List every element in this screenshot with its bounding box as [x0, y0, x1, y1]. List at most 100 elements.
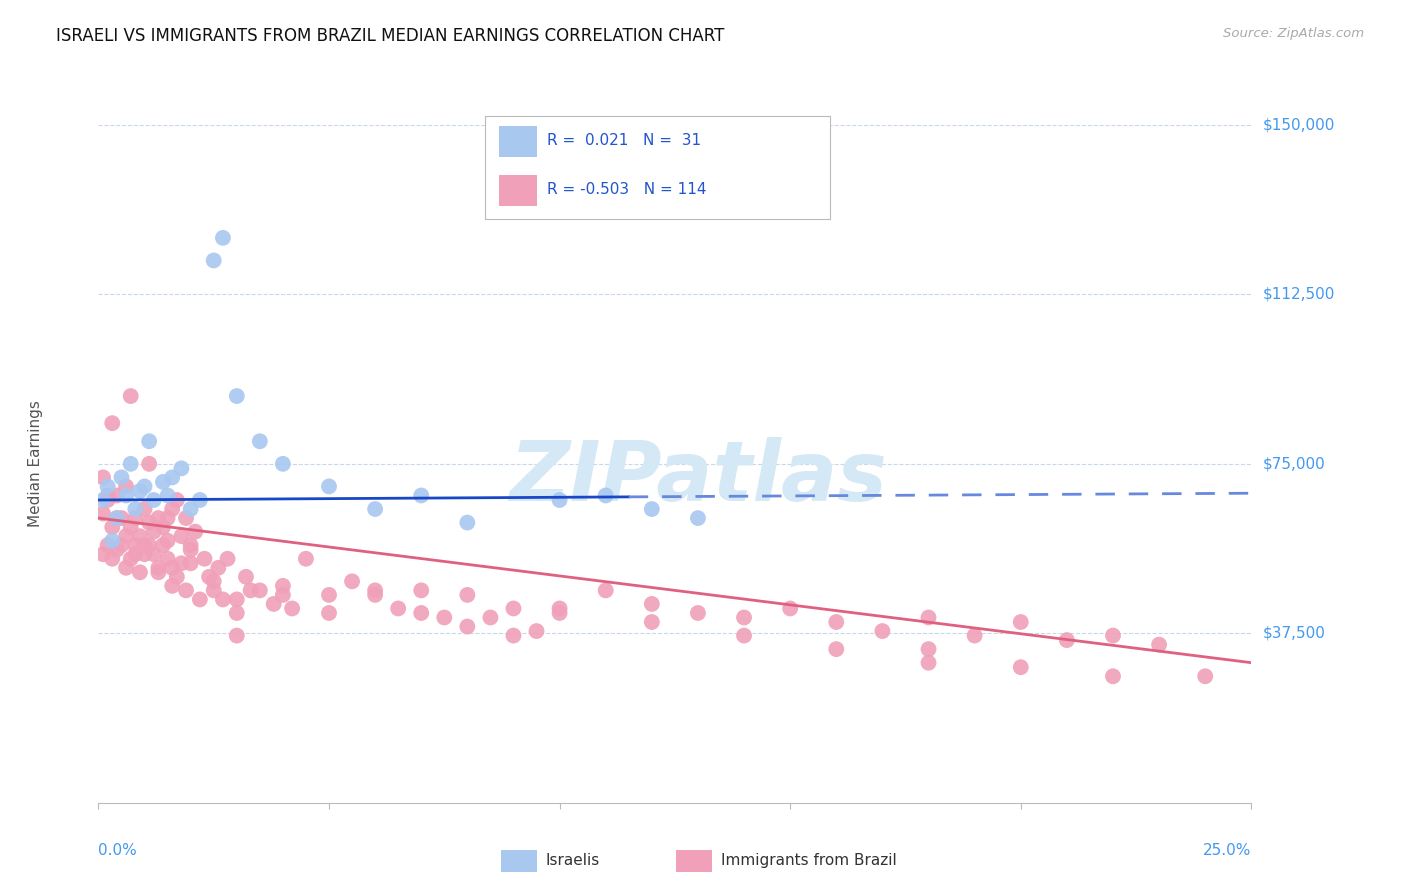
- Text: Median Earnings: Median Earnings: [28, 401, 42, 527]
- Point: [249, 434, 271, 449]
- Point: [180, 542, 202, 557]
- Text: Source: ZipAtlas.com: Source: ZipAtlas.com: [1223, 27, 1364, 40]
- Point: [138, 516, 160, 530]
- Point: [595, 583, 617, 598]
- Point: [170, 529, 193, 543]
- Point: [198, 570, 221, 584]
- Point: [180, 502, 202, 516]
- Point: [1010, 660, 1032, 674]
- Point: [318, 479, 340, 493]
- Point: [120, 457, 142, 471]
- Point: [1102, 669, 1125, 683]
- FancyBboxPatch shape: [499, 176, 537, 206]
- Point: [917, 642, 939, 657]
- Point: [225, 389, 247, 403]
- Point: [295, 551, 318, 566]
- Point: [225, 592, 247, 607]
- Text: R = -0.503   N = 114: R = -0.503 N = 114: [547, 182, 707, 197]
- Point: [318, 588, 340, 602]
- Point: [124, 502, 146, 516]
- Point: [152, 475, 174, 489]
- Point: [411, 606, 433, 620]
- Point: [364, 583, 387, 598]
- Point: [115, 529, 138, 543]
- Point: [138, 538, 160, 552]
- Point: [548, 601, 571, 615]
- Text: ISRAELI VS IMMIGRANTS FROM BRAZIL MEDIAN EARNINGS CORRELATION CHART: ISRAELI VS IMMIGRANTS FROM BRAZIL MEDIAN…: [56, 27, 724, 45]
- Point: [225, 606, 247, 620]
- Point: [502, 629, 524, 643]
- Point: [174, 583, 197, 598]
- Point: [138, 457, 160, 471]
- Point: [124, 538, 146, 552]
- Point: [917, 656, 939, 670]
- Point: [1194, 669, 1216, 683]
- Text: $75,000: $75,000: [1263, 457, 1326, 471]
- Point: [91, 507, 114, 521]
- Point: [105, 511, 128, 525]
- Point: [411, 488, 433, 502]
- Point: [340, 574, 363, 589]
- FancyBboxPatch shape: [676, 849, 711, 872]
- Text: ZIPatlas: ZIPatlas: [509, 437, 887, 518]
- Point: [217, 551, 239, 566]
- Point: [129, 529, 152, 543]
- Point: [1056, 633, 1078, 648]
- Point: [963, 629, 986, 643]
- Point: [152, 538, 174, 552]
- Point: [188, 493, 211, 508]
- Point: [129, 483, 152, 498]
- Point: [134, 547, 156, 561]
- Point: [160, 561, 183, 575]
- Text: R =  0.021   N =  31: R = 0.021 N = 31: [547, 133, 702, 148]
- Point: [124, 511, 146, 525]
- Point: [142, 493, 165, 508]
- Point: [184, 524, 207, 539]
- Point: [101, 416, 124, 430]
- Point: [225, 629, 247, 643]
- Point: [97, 488, 120, 502]
- Point: [101, 551, 124, 566]
- Point: [548, 606, 571, 620]
- Point: [271, 457, 294, 471]
- Point: [156, 533, 179, 548]
- Point: [170, 556, 193, 570]
- Point: [641, 615, 664, 629]
- Point: [97, 479, 120, 493]
- Point: [733, 629, 755, 643]
- Point: [249, 583, 271, 598]
- Point: [160, 502, 183, 516]
- Point: [526, 624, 548, 638]
- Point: [779, 601, 801, 615]
- Point: [115, 479, 138, 493]
- Point: [91, 470, 114, 484]
- Point: [142, 524, 165, 539]
- Point: [212, 231, 235, 245]
- Point: [188, 592, 211, 607]
- Text: Israelis: Israelis: [546, 854, 600, 868]
- Point: [105, 542, 128, 557]
- Point: [641, 597, 664, 611]
- Point: [207, 561, 229, 575]
- Text: 25.0%: 25.0%: [1204, 844, 1251, 858]
- Text: Immigrants from Brazil: Immigrants from Brazil: [721, 854, 897, 868]
- Point: [115, 488, 138, 502]
- Text: $112,500: $112,500: [1263, 287, 1334, 301]
- Point: [479, 610, 502, 624]
- Point: [120, 389, 142, 403]
- Text: $37,500: $37,500: [1263, 626, 1326, 640]
- Point: [152, 520, 174, 534]
- Point: [138, 434, 160, 449]
- Point: [433, 610, 456, 624]
- Point: [160, 470, 183, 484]
- Point: [281, 601, 304, 615]
- Point: [456, 619, 478, 633]
- Point: [202, 253, 225, 268]
- Point: [160, 579, 183, 593]
- Point: [142, 547, 165, 561]
- Point: [156, 551, 179, 566]
- Point: [148, 511, 170, 525]
- Point: [548, 493, 571, 508]
- Point: [271, 588, 294, 602]
- Point: [166, 570, 188, 584]
